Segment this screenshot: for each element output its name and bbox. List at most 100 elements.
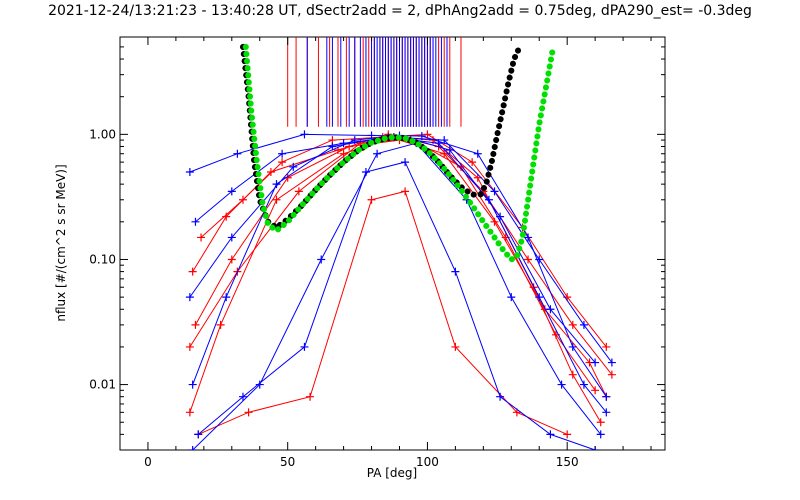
- point-blue-1-5: [445, 145, 454, 154]
- point-red-1-0: [191, 320, 200, 329]
- point-blue-0-5: [434, 139, 443, 148]
- y-axis-label: nflux [#/(cm^2 s sr MeV)]: [54, 164, 68, 321]
- point-blue-5-4: [417, 132, 426, 141]
- point-blue-2-2: [278, 149, 287, 158]
- point-blue-1-7: [546, 305, 555, 314]
- point-blue-4-0: [188, 446, 197, 450]
- point-blue-0-7: [535, 293, 544, 302]
- point-red-1-5: [440, 149, 449, 158]
- point-blue-4-3: [373, 149, 382, 158]
- point-blue-1-2: [289, 162, 298, 171]
- point-blue-2-0: [191, 217, 200, 226]
- point-blue-1-6: [496, 212, 505, 221]
- point-red-4-0: [185, 342, 194, 351]
- point-blue-1-0: [185, 293, 194, 302]
- point-blue-1-1: [227, 233, 236, 242]
- point-blue-2-8: [579, 320, 588, 329]
- trace-red-4: [189, 138, 596, 391]
- trace-red-0: [189, 136, 602, 423]
- point-blue-5-8: [602, 392, 611, 401]
- data-traces: [185, 130, 616, 450]
- point-red-0-1: [216, 320, 225, 329]
- point-red-2-7: [524, 255, 533, 264]
- trace-blue-0: [192, 136, 607, 413]
- point-blue-0-2: [272, 180, 281, 189]
- point-blue-5-6: [524, 233, 533, 242]
- point-blue-0-1: [222, 293, 231, 302]
- point-red-0-8: [568, 370, 577, 379]
- point-blue-5-5: [473, 149, 482, 158]
- point-blue-2-1: [227, 187, 236, 196]
- y-tick-label: 0.10: [89, 252, 116, 266]
- point-red-5-0: [197, 233, 206, 242]
- point-red-5-2: [278, 158, 287, 167]
- point-blue-0-9: [602, 408, 611, 417]
- point-blue-4-6: [507, 293, 516, 302]
- point-red-2-2: [266, 168, 275, 177]
- point-blue-4-7: [557, 380, 566, 389]
- trace-red-2: [192, 133, 613, 376]
- point-blue-5-7: [568, 342, 577, 351]
- point-red-5-5: [423, 130, 432, 139]
- point-red-0-9: [596, 418, 605, 427]
- point-blue-0-8: [579, 380, 588, 389]
- point-red-3-7: [563, 430, 572, 439]
- point-red-1-2: [283, 173, 292, 182]
- point-red-4-2: [294, 187, 303, 196]
- point-blue-2-6: [490, 187, 499, 196]
- x-axis-label: PA [deg]: [367, 466, 417, 480]
- point-red-1-1: [227, 255, 236, 264]
- point-blue-5-2: [300, 130, 309, 139]
- point-blue-3-4: [401, 158, 410, 167]
- point-blue-1-8: [591, 358, 600, 367]
- point-blue-4-8: [596, 430, 605, 439]
- point-blue-1-3: [350, 136, 359, 145]
- point-blue-2-9: [607, 358, 616, 367]
- point-blue-2-7: [535, 255, 544, 264]
- point-red-2-0: [188, 267, 197, 276]
- point-blue-3-1: [238, 392, 247, 401]
- pa-markers: [287, 37, 462, 127]
- point-blue-3-5: [451, 267, 460, 276]
- x-tick-label: 50: [280, 455, 295, 469]
- point-blue-4-2: [317, 255, 326, 264]
- point-blue-0-3: [328, 142, 337, 151]
- point-red-3-3: [367, 195, 376, 204]
- point-blue-3-2: [300, 342, 309, 351]
- point-red-0-2: [272, 195, 281, 204]
- fit-curves: [240, 43, 557, 263]
- axes: 0 50 100 150 0.01 0.10 1.00: [89, 36, 665, 469]
- x-tick-label: 100: [416, 455, 439, 469]
- point-blue-3-0: [194, 430, 203, 439]
- point-red-5-9: [602, 342, 611, 351]
- point-red-3-2: [306, 392, 315, 401]
- x-tick-label: 150: [556, 455, 579, 469]
- point-red-5-6: [468, 158, 477, 167]
- x-tick-label: 0: [144, 455, 152, 469]
- point-blue-0-0: [188, 380, 197, 389]
- trace-blue-3: [197, 161, 596, 450]
- point-red-4-8: [591, 386, 600, 395]
- point-red-2-8: [568, 320, 577, 329]
- point-blue-3-7: [546, 430, 555, 439]
- point-blue-5-0: [185, 168, 194, 177]
- fit-curve-green: [242, 43, 557, 263]
- trace-blue-2: [195, 136, 613, 363]
- y-tick-label: 1.00: [89, 127, 116, 141]
- y-tick-label: 0.01: [89, 378, 116, 392]
- point-blue-4-1: [255, 380, 264, 389]
- point-red-2-9: [607, 370, 616, 379]
- point-red-3-4: [401, 187, 410, 196]
- point-blue-5-3: [367, 131, 376, 140]
- point-red-3-5: [451, 342, 460, 351]
- point-red-5-1: [238, 195, 247, 204]
- point-blue-2-3: [339, 139, 348, 148]
- point-red-3-1: [244, 408, 253, 417]
- plot-frame: [119, 36, 666, 451]
- point-blue-5-1: [233, 149, 242, 158]
- point-red-0-0: [185, 408, 194, 417]
- chart-title: 2021-12-24/13:21:23 - 13:40:28 UT, dSect…: [48, 3, 752, 19]
- point-blue-3-6: [496, 392, 505, 401]
